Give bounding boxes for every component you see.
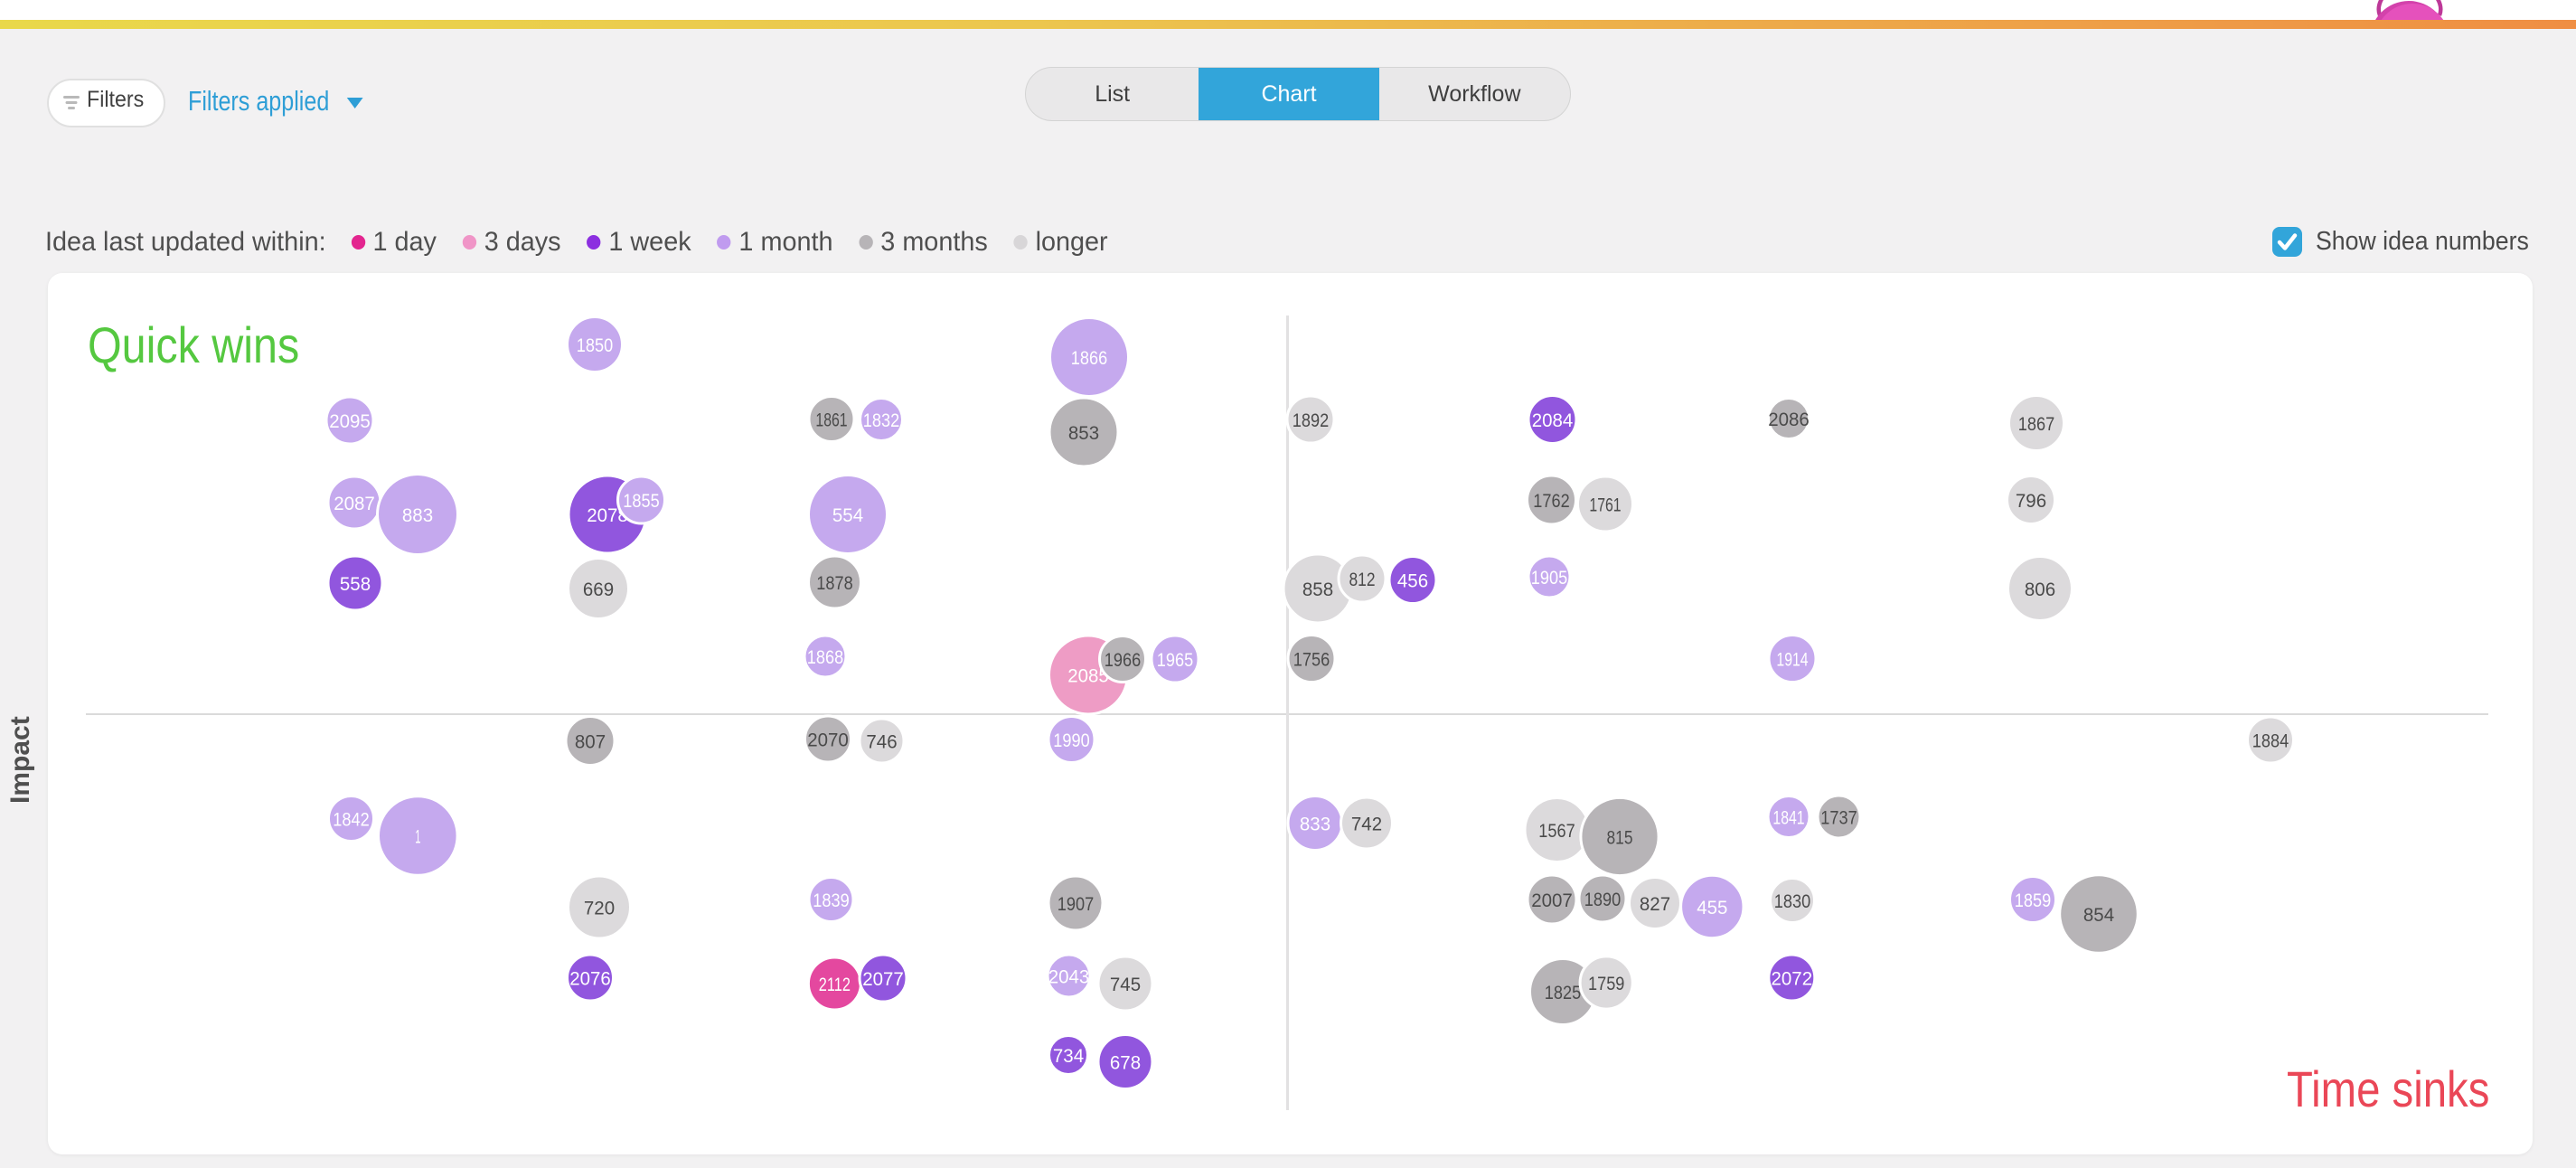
svg-text:1762: 1762 <box>1533 490 1569 512</box>
svg-text:720: 720 <box>584 897 615 918</box>
svg-text:1990: 1990 <box>1053 730 1089 751</box>
svg-text:742: 742 <box>1351 813 1382 834</box>
svg-text:1965: 1965 <box>1157 649 1193 671</box>
svg-text:2072: 2072 <box>1772 967 1813 989</box>
svg-text:1839: 1839 <box>813 890 849 911</box>
svg-text:1868: 1868 <box>807 646 843 668</box>
svg-text:2087: 2087 <box>334 493 375 514</box>
svg-text:1907: 1907 <box>1058 893 1094 915</box>
svg-text:1830: 1830 <box>1774 890 1810 912</box>
svg-text:2095: 2095 <box>329 410 371 432</box>
svg-text:806: 806 <box>2025 579 2055 600</box>
svg-text:558: 558 <box>340 573 371 595</box>
svg-text:745: 745 <box>1110 974 1141 995</box>
svg-text:1866: 1866 <box>1071 347 1107 369</box>
svg-text:2086: 2086 <box>1768 409 1810 430</box>
svg-text:2070: 2070 <box>807 729 849 750</box>
svg-text:746: 746 <box>866 730 897 752</box>
svg-text:1914: 1914 <box>1776 648 1808 670</box>
svg-text:1905: 1905 <box>1531 567 1567 589</box>
svg-text:1850: 1850 <box>577 334 613 356</box>
svg-text:807: 807 <box>575 730 606 752</box>
svg-text:1759: 1759 <box>1588 973 1624 994</box>
svg-text:2007: 2007 <box>1531 890 1573 911</box>
svg-text:1567: 1567 <box>1538 820 1575 842</box>
svg-text:734: 734 <box>1053 1045 1084 1067</box>
svg-text:1756: 1756 <box>1293 648 1330 670</box>
svg-text:854: 854 <box>2083 904 2114 926</box>
svg-text:833: 833 <box>1300 813 1330 834</box>
svg-text:2084: 2084 <box>1532 410 1574 431</box>
svg-text:1861: 1861 <box>815 409 847 430</box>
svg-text:1: 1 <box>415 825 420 847</box>
svg-text:1878: 1878 <box>816 572 852 594</box>
svg-text:1966: 1966 <box>1105 649 1141 671</box>
svg-text:456: 456 <box>1397 570 1428 591</box>
svg-text:669: 669 <box>583 579 614 600</box>
svg-text:2077: 2077 <box>862 968 904 990</box>
svg-text:1890: 1890 <box>1584 889 1621 910</box>
svg-text:883: 883 <box>402 504 433 526</box>
svg-text:827: 827 <box>1640 893 1670 915</box>
svg-text:853: 853 <box>1068 422 1099 444</box>
svg-text:2076: 2076 <box>569 967 611 989</box>
svg-text:1825: 1825 <box>1545 982 1581 1003</box>
svg-text:1859: 1859 <box>2015 890 2051 911</box>
svg-text:1841: 1841 <box>1772 806 1804 828</box>
svg-text:1867: 1867 <box>2018 413 2054 435</box>
svg-text:1855: 1855 <box>623 490 659 512</box>
svg-text:2043: 2043 <box>1048 965 1090 987</box>
svg-text:1842: 1842 <box>333 808 369 830</box>
svg-text:2112: 2112 <box>819 974 851 995</box>
svg-text:678: 678 <box>1110 1051 1141 1073</box>
svg-text:455: 455 <box>1697 897 1727 918</box>
svg-text:1737: 1737 <box>1820 806 1857 828</box>
svg-text:796: 796 <box>2016 490 2046 512</box>
svg-text:1892: 1892 <box>1293 410 1329 431</box>
svg-text:1884: 1884 <box>2252 730 2289 751</box>
svg-text:858: 858 <box>1302 579 1333 600</box>
svg-text:815: 815 <box>1607 826 1633 848</box>
svg-text:812: 812 <box>1349 569 1376 590</box>
svg-text:1832: 1832 <box>863 410 899 431</box>
svg-text:554: 554 <box>832 504 863 526</box>
svg-text:1761: 1761 <box>1589 494 1621 515</box>
